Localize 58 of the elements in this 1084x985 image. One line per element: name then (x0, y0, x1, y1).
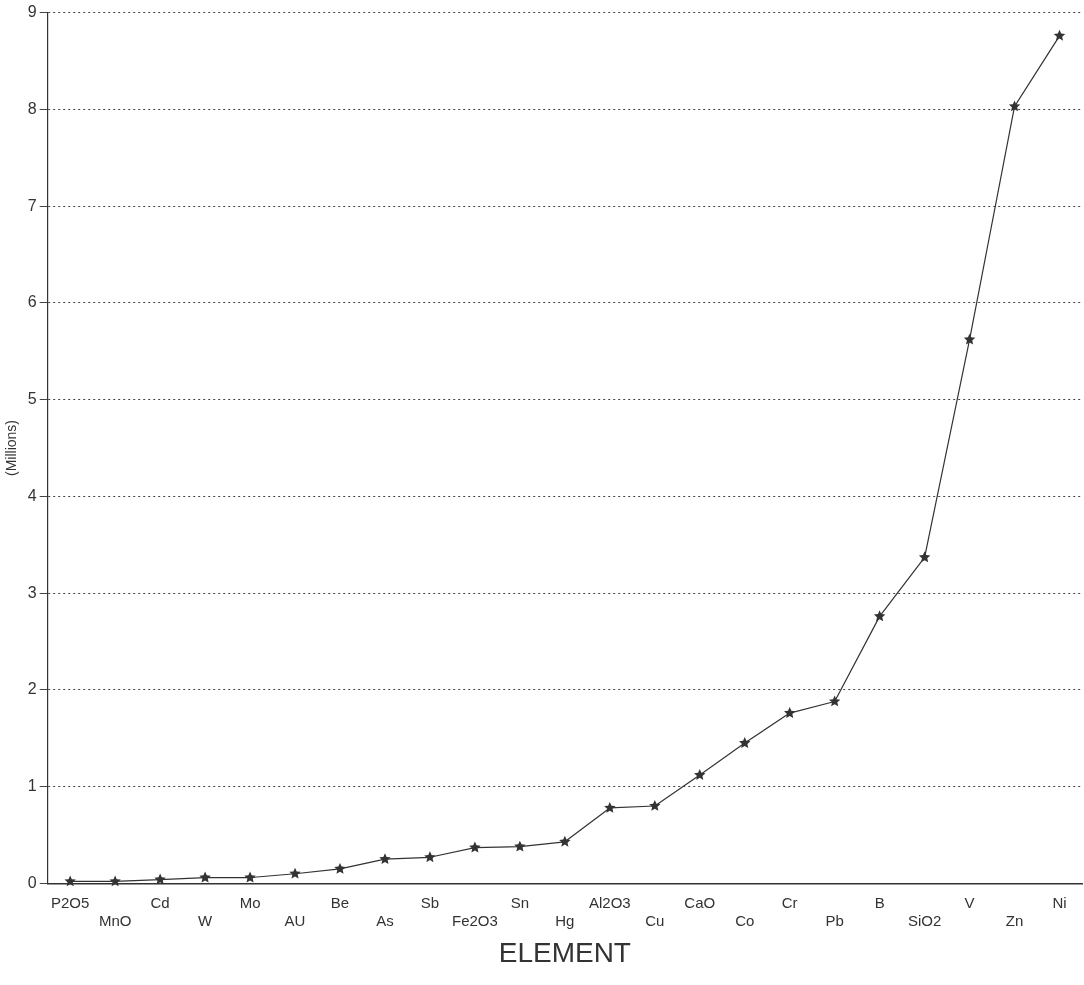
x-tick-label: V (964, 893, 975, 911)
y-tick-label: 1 (27, 777, 37, 795)
point (199, 871, 211, 883)
point (873, 610, 886, 622)
x-tick-label: SiO2 (907, 911, 942, 929)
point (963, 333, 976, 345)
x-tick-label: Zn (1005, 911, 1024, 929)
y-tick-label: 8 (27, 99, 37, 117)
x-tick-label: Hg (555, 911, 575, 929)
x-tick-label: CaO (684, 893, 716, 911)
point (334, 862, 346, 874)
x-tick-label: Ni (1052, 893, 1067, 911)
y-tick-label: 5 (27, 390, 37, 408)
x-tick-label: AU (284, 911, 306, 929)
y-tick-label: 2 (27, 680, 37, 698)
point (783, 707, 796, 718)
x-tick-label: Sb (420, 893, 440, 911)
y-tick-label: 7 (27, 196, 37, 214)
x-tick-label: Mo (239, 893, 261, 911)
y-tick-label: 0 (27, 873, 37, 891)
point (64, 875, 76, 887)
point (109, 875, 121, 887)
point (1053, 29, 1066, 41)
point (918, 551, 931, 563)
point (424, 851, 436, 863)
x-tick-label: B (874, 893, 885, 911)
y-tick-label: 9 (27, 3, 37, 21)
x-tick-label: Sn (510, 893, 530, 911)
point (828, 695, 841, 707)
point (604, 801, 616, 813)
point (694, 769, 706, 780)
y-tick-label: 3 (27, 583, 37, 601)
x-tick-label: Cd (150, 893, 170, 911)
point (244, 871, 256, 883)
x-tick-label: W (198, 911, 214, 929)
x-tick-label: P2O5 (51, 893, 90, 911)
point (559, 835, 571, 847)
point (739, 737, 751, 748)
x-tick-label: Al2O3 (588, 893, 631, 911)
point (379, 853, 391, 865)
x-tick-label: Pb (825, 911, 844, 929)
point (469, 841, 481, 853)
point (1008, 100, 1021, 112)
point (514, 840, 526, 852)
x-tick-label: As (376, 911, 394, 929)
x-axis-title: ELEMENT (498, 936, 631, 968)
x-tick-label: MnO (98, 911, 132, 929)
x-tick-label: Fe2O3 (451, 911, 498, 929)
point (649, 800, 661, 811)
x-tick-label: Cr (781, 893, 798, 911)
point (154, 873, 166, 885)
y-axis-title: (Millions) (3, 420, 20, 476)
y-tick-label: 4 (27, 486, 37, 504)
y-tick-label: 6 (27, 293, 37, 311)
point (289, 867, 301, 879)
x-tick-label: Cu (645, 911, 665, 929)
x-tick-label: Be (330, 893, 350, 911)
x-tick-label: Co (735, 911, 755, 929)
